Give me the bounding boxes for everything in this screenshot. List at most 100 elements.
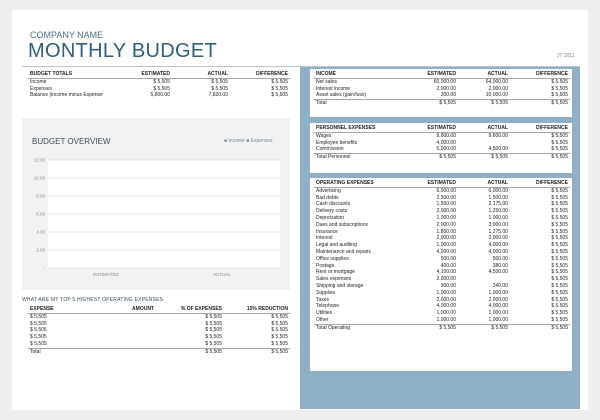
table-total-row-cell: $ 5,505 bbox=[510, 153, 570, 161]
table-row-cell: 1,000.00 bbox=[436, 316, 456, 323]
table-row-cell: Dues and subscriptions bbox=[316, 221, 368, 228]
table-row-cell: $ 5,505 bbox=[30, 334, 47, 341]
table-row: Insurance 1,800.00 1,275.00 $ 5,505 bbox=[314, 229, 570, 236]
table-row-cell: 4,000.00 bbox=[436, 139, 456, 146]
table-row: Expenses $ 5,505 $ 5,505 $ 5,505 bbox=[28, 86, 290, 93]
table-row-cell: 1,000.00 bbox=[436, 310, 456, 317]
table-row-cell: 2,000.00 bbox=[436, 85, 456, 92]
table-row: Wages 9,800.00 9,600.00 $ 5,505 bbox=[314, 132, 570, 139]
y-tick-label: 12.00 bbox=[34, 158, 46, 163]
table-header-row-cell: ACTUAL bbox=[458, 180, 510, 188]
table-total-row-cell: $ 5,505 bbox=[458, 323, 510, 332]
table-total-row-cell: $ 5,505 bbox=[156, 347, 224, 356]
table-row-cell: 5,800.00 bbox=[150, 92, 170, 99]
table-header-row-cell: 15% REDUCTION bbox=[224, 306, 290, 314]
table-row-cell: Insurance bbox=[316, 228, 338, 235]
y-tick-label: 8.00 bbox=[36, 194, 45, 199]
company-name: COMPANY NAME bbox=[30, 30, 104, 40]
table-row-cell: 4,000.00 bbox=[488, 242, 508, 249]
table-header-row-cell: DIFFERENCE bbox=[510, 180, 570, 188]
table-row-cell: Asset sales (gain/loss) bbox=[316, 92, 367, 99]
table-row-cell: 2,175.00 bbox=[488, 201, 508, 208]
table-total-row-cell: $ 5,505 bbox=[458, 99, 510, 107]
table-row-cell: $ 5,505 bbox=[551, 221, 568, 228]
table-row-cell: 2,000.00 bbox=[436, 208, 456, 215]
table-header-row: OPERATING EXPENSES ESTIMATED ACTUAL DIFFERE… bbox=[314, 180, 570, 188]
chart-title: BUDGET OVERVIEW bbox=[32, 137, 111, 146]
table-row-cell bbox=[90, 321, 156, 328]
table-row-cell: Taxes bbox=[316, 296, 330, 303]
table-row-cell: $ 5,505 bbox=[30, 327, 47, 334]
table-row-cell: Rent or mortgage bbox=[316, 269, 355, 276]
table-row-cell: $ 5,505 bbox=[271, 313, 288, 320]
table-row: Bad debts 2,500.00 1,500.00 $ 5,505 bbox=[314, 195, 570, 202]
table-row-cell: 1,000.00 bbox=[488, 316, 508, 323]
table-row-cell: $ 5,505 bbox=[30, 313, 47, 320]
top-expenses-caption: WHAT ARE MY TOP 5 HIGHEST OPERATING EXPE… bbox=[22, 297, 164, 303]
table-row-cell: 4,000.00 bbox=[436, 303, 456, 310]
table-row-cell: 1,000.00 bbox=[488, 289, 508, 296]
table-total-row-cell: $ 5,505 bbox=[406, 153, 458, 161]
table-total-row-cell: $ 5,505 bbox=[406, 99, 458, 107]
table-row: Sales expenses 2,000.00 $ 5,505 bbox=[314, 276, 570, 283]
table-header-row-cell: OPERATING EXPENSES bbox=[314, 180, 406, 188]
table-row-cell: $ 5,505 bbox=[271, 334, 288, 341]
table-header-row-cell: ACTUAL bbox=[172, 71, 230, 79]
table-row-cell: 7,820.00 bbox=[208, 92, 228, 99]
table-row: Utilities 1,000.00 1,000.00 $ 5,505 bbox=[314, 310, 570, 317]
table-row-cell: 2,500.00 bbox=[436, 194, 456, 201]
table-row-cell: Advertising bbox=[316, 187, 341, 194]
table-row-cell: $ 5,505 bbox=[551, 282, 568, 289]
table-row-cell: Maintenance and repairs bbox=[316, 248, 372, 255]
table-row-cell: $ 5,505 bbox=[211, 78, 228, 85]
table-row: $ 5,505 $ 5,505 $ 5,505 bbox=[28, 321, 290, 328]
table-header-row-cell: DIFFERENCE bbox=[510, 71, 570, 79]
table-row-cell: $ 5,505 bbox=[551, 92, 568, 99]
table-row-cell: 6,000.00 bbox=[488, 187, 508, 194]
table-row-cell: Legal and auditing bbox=[316, 242, 357, 249]
table-row: Employee benefits 4,000.00 $ 5,505 bbox=[314, 140, 570, 147]
table-row: Office supplies 500.00 500.00 $ 5,505 bbox=[314, 256, 570, 263]
table-row: Postage 400.00 380.00 $ 5,505 bbox=[314, 263, 570, 270]
table-row-cell: 4,500.00 bbox=[488, 146, 508, 153]
table-row-cell: $ 5,505 bbox=[551, 310, 568, 317]
table-row-cell: 340.00 bbox=[492, 282, 508, 289]
table-row: Asset sales (gain/loss) 300.00 10,000.00 $ … bbox=[314, 92, 570, 99]
table-row-cell: 400.00 bbox=[440, 262, 456, 269]
table-total-row: Total Personnel $ 5,505 $ 5,505 $ 5,505 bbox=[314, 153, 570, 161]
table-row-cell: 500.00 bbox=[492, 255, 508, 262]
table-total-row-cell: Total Personnel bbox=[314, 153, 406, 161]
table-row-cell: Cash discounts bbox=[316, 201, 351, 208]
table-total-row-cell: $ 5,505 bbox=[510, 99, 570, 107]
table-row-cell: $ 5,505 bbox=[153, 78, 170, 85]
table-row-cell: $ 5,505 bbox=[551, 228, 568, 235]
table-row: Telephone 4,000.00 4,000.00 $ 5,505 bbox=[314, 303, 570, 310]
table-row-cell: $ 5,505 bbox=[551, 262, 568, 269]
operating-table: OPERATING EXPENSES ESTIMATED ACTUAL DIFFERE… bbox=[314, 180, 570, 332]
table-row-cell bbox=[90, 313, 156, 320]
table-row-cell: 4,000.00 bbox=[488, 303, 508, 310]
table-row-cell: $ 5,505 bbox=[271, 85, 288, 92]
y-tick-label: 4.00 bbox=[36, 230, 45, 235]
table-row: Income $ 5,505 $ 5,505 $ 5,505 bbox=[28, 78, 290, 85]
table-row-cell: Utilities bbox=[316, 310, 333, 317]
x-tick-label: ESTIMATED bbox=[93, 272, 119, 277]
table-row-cell: Net sales bbox=[316, 78, 337, 85]
table-row-cell: 1,000.00 bbox=[488, 310, 508, 317]
table-row-cell: 2,000.00 bbox=[488, 235, 508, 242]
table-total-row: Total $ 5,505 $ 5,505 $ 5,505 bbox=[314, 99, 570, 107]
table-row-cell: $ 5,505 bbox=[271, 327, 288, 334]
table-row-cell: Balance (income minus Expense bbox=[30, 92, 103, 99]
table-row-cell: $ 5,505 bbox=[551, 255, 568, 262]
table-row: Rent or mortgage 4,100.00 4,500.00 $ 5,505 bbox=[314, 269, 570, 276]
table-row: Commission 5,000.00 4,500.00 $ 5,505 bbox=[314, 146, 570, 153]
month-label: JT 2011 bbox=[557, 53, 575, 59]
table-header-row-cell: BUDGET TOTALS bbox=[28, 71, 114, 79]
table-row-cell: 2,000.00 bbox=[488, 296, 508, 303]
table-row-cell: 5,000.00 bbox=[436, 146, 456, 153]
table-row-cell: Wages bbox=[316, 132, 332, 139]
table-row-cell: Bad debts bbox=[316, 194, 339, 201]
table-row-cell: $ 5,505 bbox=[205, 340, 222, 347]
table-header-row-cell: ESTIMATED bbox=[406, 125, 458, 133]
table-row-cell: Supplies bbox=[316, 289, 336, 296]
